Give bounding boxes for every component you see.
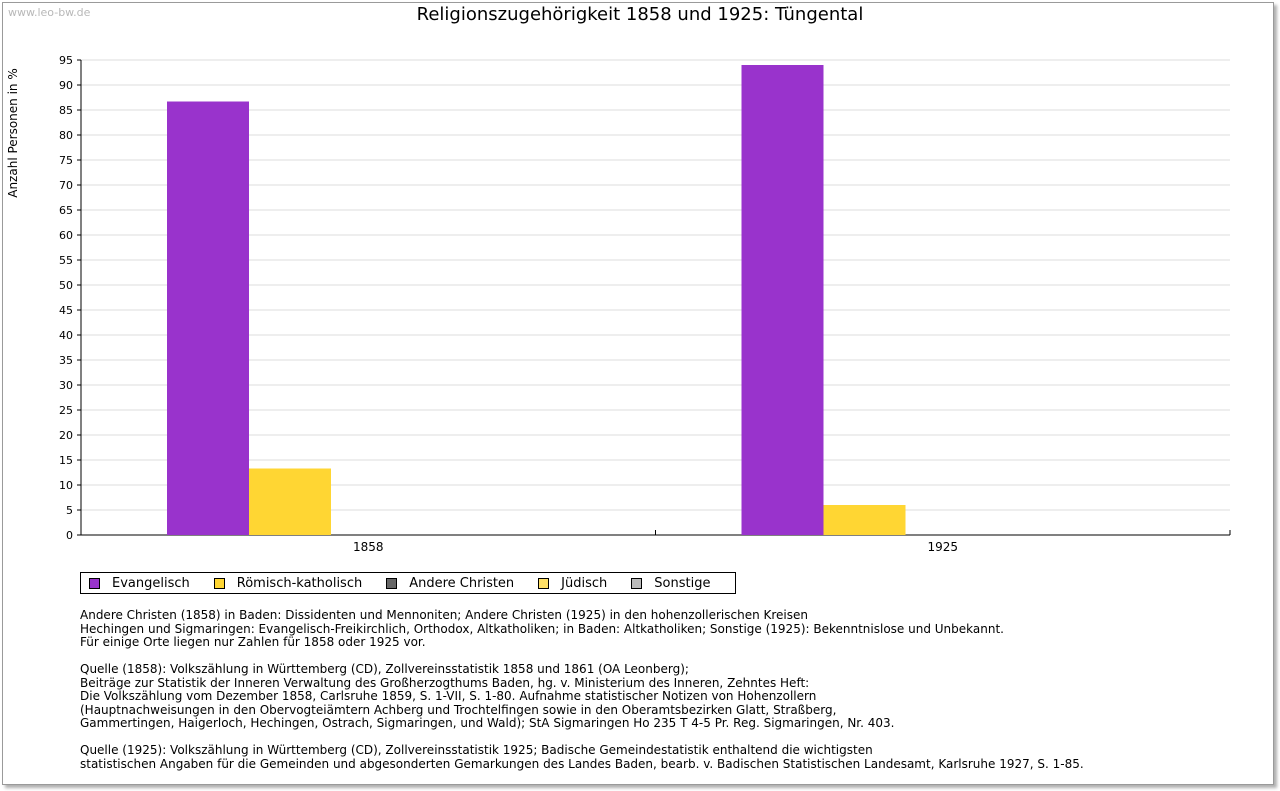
legend-item: Römisch-katholisch	[213, 575, 363, 591]
legend-item: Jüdisch	[538, 576, 607, 591]
y-tick-label: 90	[59, 79, 73, 92]
legend: Evangelisch Römisch-katholisch Andere Chri…	[80, 572, 736, 594]
note-line: Quelle (1858): Volkszählung in Württembe…	[80, 662, 689, 676]
y-tick-label: 80	[59, 129, 73, 142]
legend-swatch	[538, 577, 550, 589]
y-tick-label: 0	[66, 529, 73, 542]
legend-label: Römisch-katholisch	[236, 575, 363, 591]
y-tick-label: 40	[59, 329, 73, 342]
note-line: Gammertingen, Haigerloch, Hechingen, Ost…	[80, 716, 895, 730]
y-tick-label: 5	[66, 504, 73, 517]
y-tick-label: 35	[59, 354, 73, 367]
legend-swatch	[631, 577, 643, 589]
bar-evangelisch-1858	[167, 101, 249, 535]
y-tick-label: 85	[59, 104, 73, 117]
y-tick-label: 20	[59, 429, 73, 442]
y-tick-label: 65	[59, 204, 73, 217]
note-spacer	[80, 731, 1260, 745]
note-line: Hechingen und Sigmaringen: Evangelisch-F…	[80, 621, 1004, 636]
y-tick-label: 60	[59, 229, 73, 242]
legend-swatch	[89, 577, 100, 589]
legend-swatch	[213, 577, 225, 589]
y-tick-label: 25	[59, 404, 73, 417]
bar-evangelisch-1925	[741, 65, 824, 535]
y-tick-label: 30	[59, 379, 73, 392]
note-line: (Hauptnachweisungen in den Obervogteiämt…	[80, 702, 837, 717]
bar-r-misch-katholisch-1925	[823, 505, 906, 535]
legend-item: Evangelisch	[89, 576, 190, 591]
y-tick-label: 50	[59, 279, 73, 292]
legend-item: Andere Christen	[386, 576, 514, 591]
y-tick-label: 70	[59, 179, 73, 192]
legend-label: Jüdisch	[561, 575, 608, 591]
note-spacer	[80, 650, 1260, 664]
legend-label: Evangelisch	[112, 575, 190, 591]
legend-swatch	[386, 577, 398, 589]
note-line: Quelle (1925): Volkszählung in Württembe…	[80, 743, 873, 757]
note-line: Die Volkszählung vom Dezember 1858, Carl…	[80, 689, 817, 703]
y-tick-label: 15	[59, 454, 73, 467]
y-tick-label: 95	[59, 54, 73, 67]
note-line: Andere Christen (1858) in Baden: Disside…	[80, 608, 808, 622]
y-tick-label: 45	[59, 304, 73, 317]
x-tick-label: 1925	[927, 540, 958, 554]
legend-label: Sonstige	[654, 575, 711, 591]
bar-r-misch-katholisch-1858	[249, 468, 331, 535]
note-line: Für einige Orte liegen nur Zahlen für 18…	[80, 635, 426, 649]
chart-plot: 0 5 10 15 20 25 30 35 40 45 50 55 60 65 70 75 80 85 90 95 18…	[59, 54, 1231, 554]
legend-label: Andere Christen	[409, 575, 515, 591]
note-line: statistischen Angaben für die Gemeinden …	[80, 756, 1084, 771]
note-line: Beiträge zur Statistik der Inneren Verwa…	[80, 675, 810, 690]
chart-title: Religionszugehörigkeit 1858 und 1925: Tü…	[416, 4, 864, 25]
chart-notes: Andere Christen (1858) in Baden: Disside…	[80, 608, 1260, 771]
y-tick-label: 10	[59, 479, 73, 492]
x-tick-label: 1858	[353, 540, 384, 554]
y-tick-label: 55	[59, 254, 73, 267]
watermark: www.leo-bw.de	[8, 6, 91, 19]
legend-item: Sonstige	[631, 576, 710, 591]
y-tick-label: 75	[59, 154, 73, 167]
